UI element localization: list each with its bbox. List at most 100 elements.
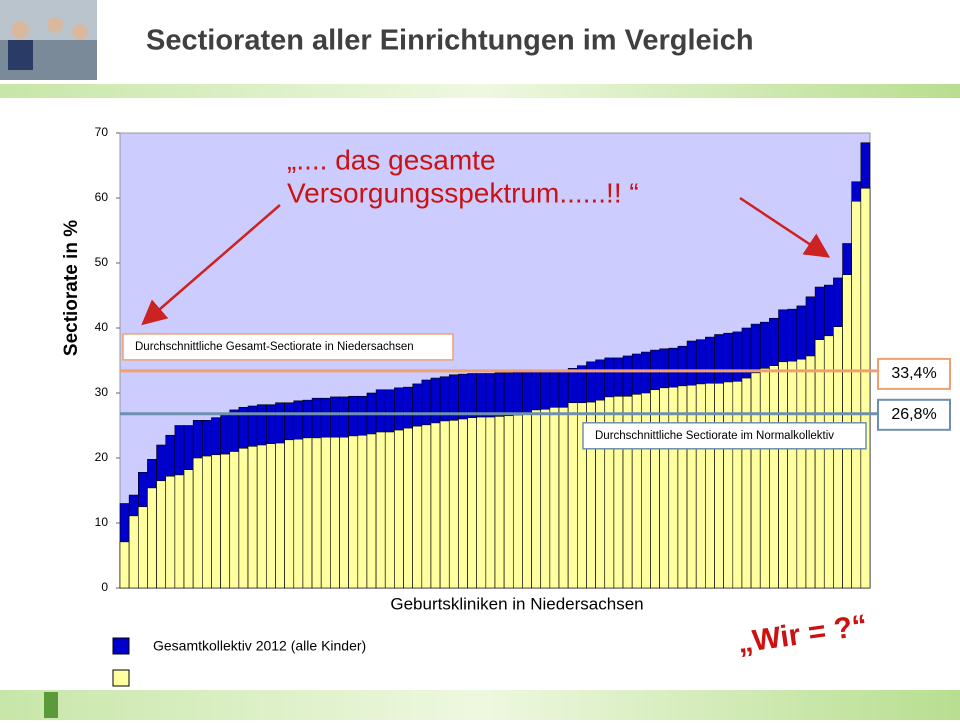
bar — [165, 475, 176, 589]
bar — [860, 187, 871, 589]
bar — [183, 469, 194, 589]
bar — [320, 436, 331, 589]
reference-label-box — [877, 398, 951, 431]
y-tick-label: 0 — [101, 580, 108, 594]
bar — [192, 457, 203, 589]
bar — [668, 386, 679, 589]
bar — [384, 431, 395, 589]
bar — [439, 420, 450, 589]
annotation: Versorgungsspektrum......!! “ — [287, 177, 639, 208]
bar — [403, 427, 413, 589]
bar — [805, 355, 816, 589]
y-tick-label: 60 — [95, 190, 109, 204]
bar — [202, 455, 212, 589]
bar — [220, 453, 231, 589]
bar — [759, 367, 770, 589]
bar — [540, 408, 551, 589]
legend-label: Gesamtkollektiv 2012 (alle Kinder) — [153, 638, 366, 654]
bar — [833, 326, 843, 589]
reference-label-box — [877, 357, 951, 390]
reference-label: 26,8% — [891, 406, 936, 423]
bar — [284, 439, 295, 589]
bar — [375, 431, 386, 589]
reference-text: Durchschnittliche Gesamt-Sectiorate in N… — [135, 341, 414, 353]
arrow — [739, 196, 831, 258]
y-axis-label: Sectiorate in % — [61, 220, 82, 356]
bar — [494, 416, 505, 589]
bar — [156, 480, 167, 589]
bar — [266, 443, 276, 589]
bar — [174, 474, 185, 589]
reference-text-box — [582, 422, 867, 450]
bar — [421, 424, 432, 589]
title: Sectioraten aller Einrichtungen im Vergl… — [146, 25, 754, 57]
bar — [522, 412, 532, 589]
bar — [229, 451, 240, 589]
y-tick-label: 20 — [95, 450, 109, 464]
bar — [741, 377, 752, 589]
bar — [650, 389, 660, 589]
bar — [787, 360, 798, 589]
bar — [549, 406, 560, 589]
y-tick-label: 50 — [95, 255, 109, 269]
bar — [686, 384, 697, 589]
bar — [256, 444, 267, 589]
reference-label: 33,4% — [891, 365, 936, 382]
bar — [293, 438, 304, 589]
bar — [348, 435, 359, 589]
annotation: „.... das gesamte — [287, 144, 496, 175]
bar — [531, 409, 542, 589]
logo — [44, 692, 58, 718]
reference-text-box — [122, 333, 454, 361]
y-tick-label: 30 — [95, 385, 109, 399]
bar — [458, 418, 468, 589]
bar — [851, 200, 862, 589]
bar — [659, 387, 670, 589]
bar — [750, 372, 761, 589]
bar — [567, 402, 578, 589]
bar — [147, 487, 157, 589]
bar — [357, 434, 368, 589]
arrow — [141, 204, 281, 326]
bar — [238, 447, 249, 589]
bar — [769, 365, 779, 589]
bar — [128, 515, 139, 589]
bar — [448, 419, 459, 589]
y-tick-label: 40 — [95, 320, 109, 334]
bar — [366, 433, 377, 589]
bar — [302, 437, 313, 589]
bar — [778, 361, 788, 589]
y-tick-label: 70 — [95, 125, 109, 139]
legend-swatch — [112, 669, 130, 687]
band — [0, 84, 960, 98]
bar — [394, 429, 404, 589]
bar — [330, 436, 340, 589]
bar — [512, 414, 523, 589]
bar — [485, 416, 496, 589]
bar — [275, 442, 285, 589]
chart: 0 10 20 30 40 50 60 70 Sectiorate in % Geburtskli… — [61, 125, 951, 687]
y-tick-label: 10 — [95, 515, 109, 529]
question: „Wir = ?“ — [735, 609, 869, 660]
bar — [211, 454, 221, 589]
bar — [476, 416, 487, 589]
band — [0, 690, 960, 720]
bar — [823, 335, 834, 589]
bar — [503, 415, 514, 589]
bar — [677, 385, 688, 589]
bar — [796, 358, 807, 589]
bar — [247, 445, 258, 589]
bar — [119, 541, 130, 589]
reference-text: Durchschnittliche Sectiorate im Normalko… — [595, 430, 834, 442]
bar — [137, 506, 148, 589]
bar — [558, 406, 569, 589]
bar — [467, 417, 478, 589]
bar — [311, 437, 322, 589]
x-axis-label: Geburtskliniken in Niedersachsen — [390, 594, 643, 613]
bar — [814, 339, 825, 589]
bar — [430, 422, 441, 589]
legend-swatch — [112, 637, 130, 655]
photo — [0, 0, 97, 80]
bar — [412, 425, 423, 589]
